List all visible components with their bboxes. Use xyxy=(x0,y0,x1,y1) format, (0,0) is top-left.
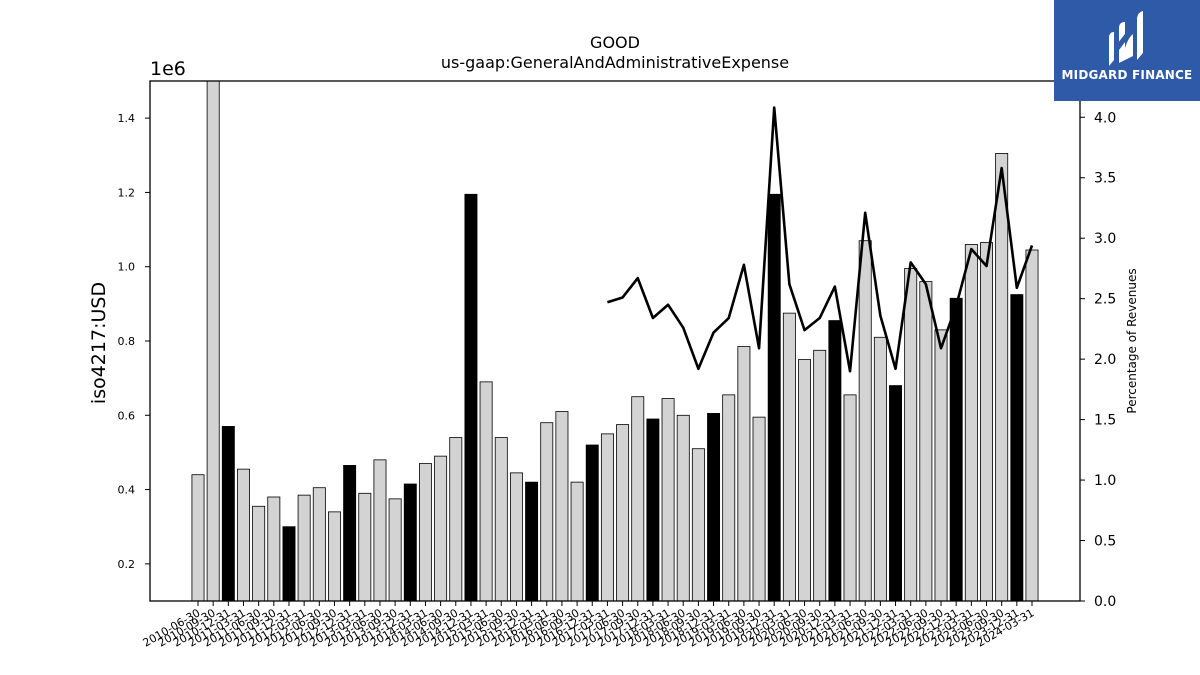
bar xyxy=(995,153,1009,602)
y-tick-label: 0.4 xyxy=(118,484,136,497)
bar xyxy=(600,433,614,602)
bar xyxy=(312,487,326,602)
y-axis-label: iso4217:USD xyxy=(88,282,110,404)
bar xyxy=(828,320,842,602)
bar xyxy=(252,505,266,602)
y-tick-label: 0.2 xyxy=(118,558,136,571)
y2-tick-label: 3.5 xyxy=(1094,171,1116,187)
bar xyxy=(707,413,721,602)
bars-group xyxy=(191,80,1039,602)
bar xyxy=(964,244,978,602)
chart-subtitle: us-gaap:GeneralAndAdministrativeExpense xyxy=(441,53,789,72)
y2-tick-label: 4.0 xyxy=(1094,110,1116,126)
x-axis: 2010-06-302010-09-302010-12-312011-03-31… xyxy=(141,601,1037,650)
y-tick-label: 1.0 xyxy=(118,261,136,274)
bar xyxy=(540,422,554,602)
logo-text: MIDGARD FINANCE xyxy=(1061,68,1193,82)
bar xyxy=(373,459,387,602)
bar xyxy=(555,411,569,602)
bar xyxy=(237,468,250,602)
bar xyxy=(449,437,463,602)
bar xyxy=(267,496,281,602)
bar xyxy=(343,465,357,602)
bar xyxy=(691,448,705,602)
chart-title: GOOD xyxy=(590,33,640,52)
bar xyxy=(949,297,963,602)
bar xyxy=(206,80,220,602)
bar xyxy=(479,381,493,602)
bar xyxy=(464,193,478,602)
y-tick-label: 0.8 xyxy=(118,335,136,348)
bar xyxy=(631,396,645,602)
bar xyxy=(570,481,584,602)
y-offset-label: 1e6 xyxy=(150,58,186,80)
bar xyxy=(752,416,766,602)
bar xyxy=(221,426,235,602)
y2-axis-label: Percentage of Revenues xyxy=(1125,268,1139,413)
bar xyxy=(889,385,902,602)
y2-tick-label: 3.0 xyxy=(1094,231,1116,247)
bar xyxy=(813,349,827,602)
bar xyxy=(904,268,918,602)
bar xyxy=(919,281,933,602)
bar xyxy=(388,498,402,602)
y2-tick-label: 0.0 xyxy=(1094,594,1116,610)
bar xyxy=(434,455,448,602)
y2-tick-label: 2.0 xyxy=(1094,352,1116,368)
bar xyxy=(782,312,796,602)
bar xyxy=(1025,249,1039,602)
bar xyxy=(358,492,372,602)
bar xyxy=(722,394,736,602)
bar xyxy=(934,329,948,602)
bar xyxy=(676,414,690,602)
bar xyxy=(646,418,660,602)
y-tick-label: 1.2 xyxy=(118,186,136,199)
bar xyxy=(494,437,508,602)
bar xyxy=(328,511,341,602)
y2-tick-label: 1.0 xyxy=(1094,473,1116,489)
bar xyxy=(191,474,205,602)
bar xyxy=(297,494,311,602)
y-tick-label: 1.4 xyxy=(118,112,136,125)
bar xyxy=(525,481,539,602)
bar xyxy=(616,424,630,602)
bar xyxy=(418,463,432,602)
logo-mark-icon xyxy=(1109,11,1143,66)
bar xyxy=(858,240,872,602)
bar xyxy=(843,394,857,602)
y2-tick-label: 0.5 xyxy=(1094,534,1116,550)
y2-tick-label: 2.5 xyxy=(1094,292,1116,308)
midgard-finance-logo: MIDGARD FINANCE xyxy=(1054,0,1200,101)
bar xyxy=(282,526,296,602)
y-axis-right: 0.0 0.5 1.0 1.5 2.0 2.5 3.0 3.5 4.0 xyxy=(1080,110,1116,610)
line-layer xyxy=(607,106,1034,373)
bar xyxy=(873,336,887,602)
bar xyxy=(1010,294,1024,602)
bar xyxy=(661,398,675,602)
y-tick-label: 0.6 xyxy=(118,409,136,422)
series-line xyxy=(607,106,1034,373)
bar xyxy=(798,359,812,602)
bar xyxy=(403,483,417,602)
bar xyxy=(980,242,993,602)
bar xyxy=(585,444,599,602)
bar xyxy=(737,346,751,602)
y2-tick-label: 1.5 xyxy=(1094,413,1116,429)
bar xyxy=(767,193,781,602)
y-axis-left: 0.2 0.4 0.6 0.8 1.0 1.2 1.4 xyxy=(118,112,150,571)
bar xyxy=(509,472,523,602)
